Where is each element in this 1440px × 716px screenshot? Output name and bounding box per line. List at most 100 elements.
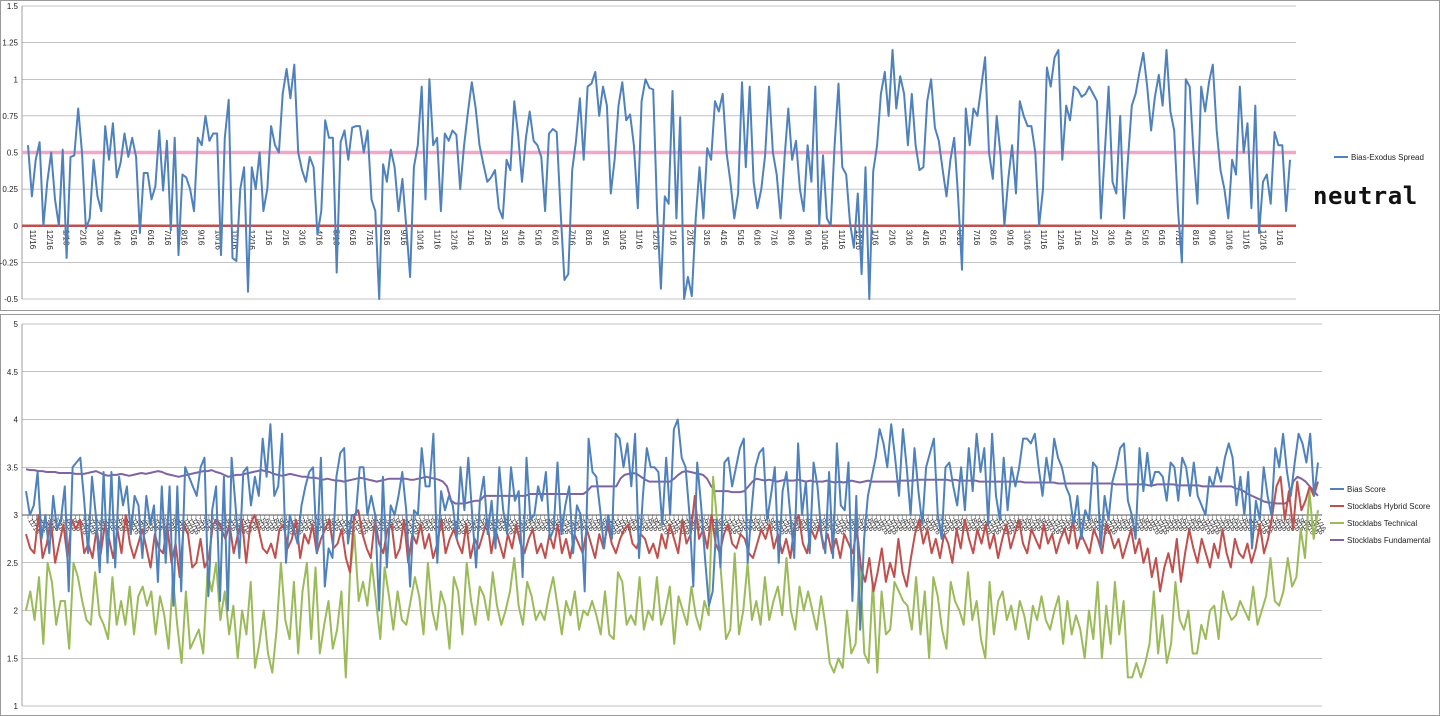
- legend-label-spread: Bias-Exodus Spread: [1351, 153, 1424, 162]
- spread-x-tick-label: 5/16: [938, 230, 947, 246]
- series-line-bias-exodus-spread: [27, 49, 1291, 300]
- spread-x-tick-label: 4/16: [517, 230, 526, 246]
- spread-x-tick-label: 9/16: [1005, 230, 1014, 246]
- spread-chart-frame: [0, 0, 1440, 311]
- spread-x-tick-label: 9/16: [197, 230, 206, 246]
- scores-chart-legend: Bias Score Stocklabs Hybrid Score Stockl…: [1330, 485, 1431, 545]
- spread-x-tick-label: 3/16: [1107, 230, 1116, 246]
- spread-x-tick-label: 7/16: [770, 230, 779, 246]
- spread-x-tick-label: 10/16: [1022, 230, 1031, 251]
- spread-y-tick-label: 1: [14, 75, 19, 84]
- spread-x-tick-label: 11/16: [635, 230, 644, 250]
- spread-y-tick-label: 0.75: [2, 112, 18, 121]
- spread-y-tick-label: 0: [14, 222, 19, 231]
- spread-x-tick-label: 9/16: [803, 230, 812, 246]
- spread-x-tick-label: 5/16: [129, 230, 138, 246]
- spread-chart-plot: [22, 49, 1296, 300]
- spread-x-tick-label: 1/16: [1073, 230, 1082, 246]
- spread-x-tick-label: 7/16: [163, 230, 172, 246]
- spread-y-tick-label: -0.5: [4, 295, 18, 304]
- spread-x-tick-label: 2/16: [1090, 230, 1099, 246]
- scores-y-tick-label: 2.5: [7, 559, 19, 568]
- spread-x-tick-label: 12/16: [854, 230, 863, 251]
- spread-x-tick-label: 10/16: [213, 230, 222, 251]
- spread-x-tick-label: 2/16: [685, 230, 694, 246]
- spread-x-tick-label: 4/16: [112, 230, 121, 246]
- scores-y-tick-label: 4: [14, 416, 19, 425]
- spread-x-tick-label: 10/16: [1225, 230, 1234, 251]
- spread-x-tick-label: 1/16: [1275, 230, 1284, 246]
- scores-y-tick-label: 3.5: [7, 463, 19, 472]
- spread-x-tick-label: 9/16: [399, 230, 408, 246]
- spread-x-tick-label: 2/16: [483, 230, 492, 246]
- spread-y-tick-label: -0.25: [0, 258, 19, 267]
- legend-label-technical: Stocklabs Technical: [1347, 519, 1417, 528]
- spread-x-tick-label: 1/16: [871, 230, 880, 246]
- spread-x-tick-label: 2/16: [79, 230, 88, 246]
- spread-x-tick-label: 8/16: [786, 230, 795, 246]
- spread-x-tick-label: 11/16: [432, 230, 441, 250]
- spread-y-tick-label: 1.25: [2, 39, 18, 48]
- legend-label-hybrid: Stocklabs Hybrid Score: [1347, 502, 1431, 511]
- spread-x-tick-label: 7/16: [567, 230, 576, 246]
- spread-x-tick-label: 1/16: [466, 230, 475, 246]
- scores-y-tick-label: 3: [14, 511, 19, 520]
- spread-y-tick-label: 1.5: [7, 2, 19, 11]
- spread-x-tick-label: 1/16: [264, 230, 273, 246]
- spread-x-tick-label: 6/16: [348, 230, 357, 246]
- spread-x-tick-label: 7/16: [1174, 230, 1183, 246]
- spread-x-tick-label: 11/16: [28, 230, 37, 250]
- spread-x-tick-label: 5/16: [1140, 230, 1149, 246]
- spread-x-tick-label: 5/16: [736, 230, 745, 246]
- spread-x-tick-label: 3/16: [702, 230, 711, 246]
- spread-x-tick-label: 12/16: [1056, 230, 1065, 251]
- spread-x-tick-label: 8/16: [180, 230, 189, 246]
- spread-x-tick-label: 7/16: [972, 230, 981, 246]
- spread-x-tick-label: 11/16: [1039, 230, 1048, 250]
- legend-label-bias-score: Bias Score: [1347, 485, 1386, 494]
- spread-x-tick-label: 12/16: [652, 230, 661, 251]
- spread-x-tick-label: 12/16: [45, 230, 54, 251]
- spread-x-tick-label: 9/16: [601, 230, 610, 246]
- spread-x-tick-label: 2/16: [888, 230, 897, 246]
- scores-y-tick-label: 1.5: [7, 654, 19, 663]
- scores-y-tick-label: 5: [14, 320, 19, 329]
- spread-x-tick-label: 6/16: [753, 230, 762, 246]
- spread-x-tick-label: 3/16: [298, 230, 307, 246]
- spread-x-tick-label: 4/16: [921, 230, 930, 246]
- spread-x-tick-label: 6/16: [146, 230, 155, 246]
- spread-x-tick-label: 11/16: [1241, 230, 1250, 250]
- spread-x-tick-label: 3/16: [904, 230, 913, 246]
- series-line-bias-score: [25, 418, 1319, 631]
- spread-x-tick-label: 9/16: [1208, 230, 1217, 246]
- spread-x-tick-label: 11/16: [837, 230, 846, 250]
- spread-x-tick-label: 8/16: [989, 230, 998, 246]
- spread-x-tick-label: 2/16: [281, 230, 290, 246]
- spread-x-tick-label: 12/16: [247, 230, 256, 251]
- scores-y-tick-label: 2: [14, 607, 19, 616]
- spread-y-tick-label: 0.25: [2, 185, 18, 194]
- spread-x-tick-label: 3/16: [500, 230, 509, 246]
- spread-x-tick-label: 4/16: [719, 230, 728, 246]
- scores-y-tick-label: 4.5: [7, 368, 19, 377]
- spread-x-tick-label: 8/16: [584, 230, 593, 246]
- spread-x-tick-label: 10/16: [416, 230, 425, 251]
- spread-x-tick-label: 8/16: [1191, 230, 1200, 246]
- spread-x-tick-label: 6/16: [1157, 230, 1166, 246]
- spread-x-tick-label: 6/16: [550, 230, 559, 246]
- spread-x-tick-label: 12/16: [1258, 230, 1267, 251]
- spread-x-tick-label: 5/16: [534, 230, 543, 246]
- spread-x-tick-label: 8/16: [382, 230, 391, 246]
- spread-x-tick-label: 11/16: [230, 230, 239, 250]
- series-line-stocklabs-technical: [25, 475, 1319, 679]
- spread-chart-legend: Bias-Exodus Spread: [1334, 153, 1424, 162]
- spread-x-tick-label: 4/16: [1123, 230, 1132, 246]
- spread-y-tick-label: 0.5: [7, 149, 19, 158]
- neutral-annotation: neutral: [1313, 182, 1418, 210]
- scores-y-tick-label: 1: [14, 702, 19, 711]
- spread-x-tick-label: 3/16: [95, 230, 104, 246]
- spread-x-tick-label: 12/16: [449, 230, 458, 251]
- spread-x-tick-label: 4/16: [315, 230, 324, 246]
- spread-x-tick-label: 10/16: [618, 230, 627, 251]
